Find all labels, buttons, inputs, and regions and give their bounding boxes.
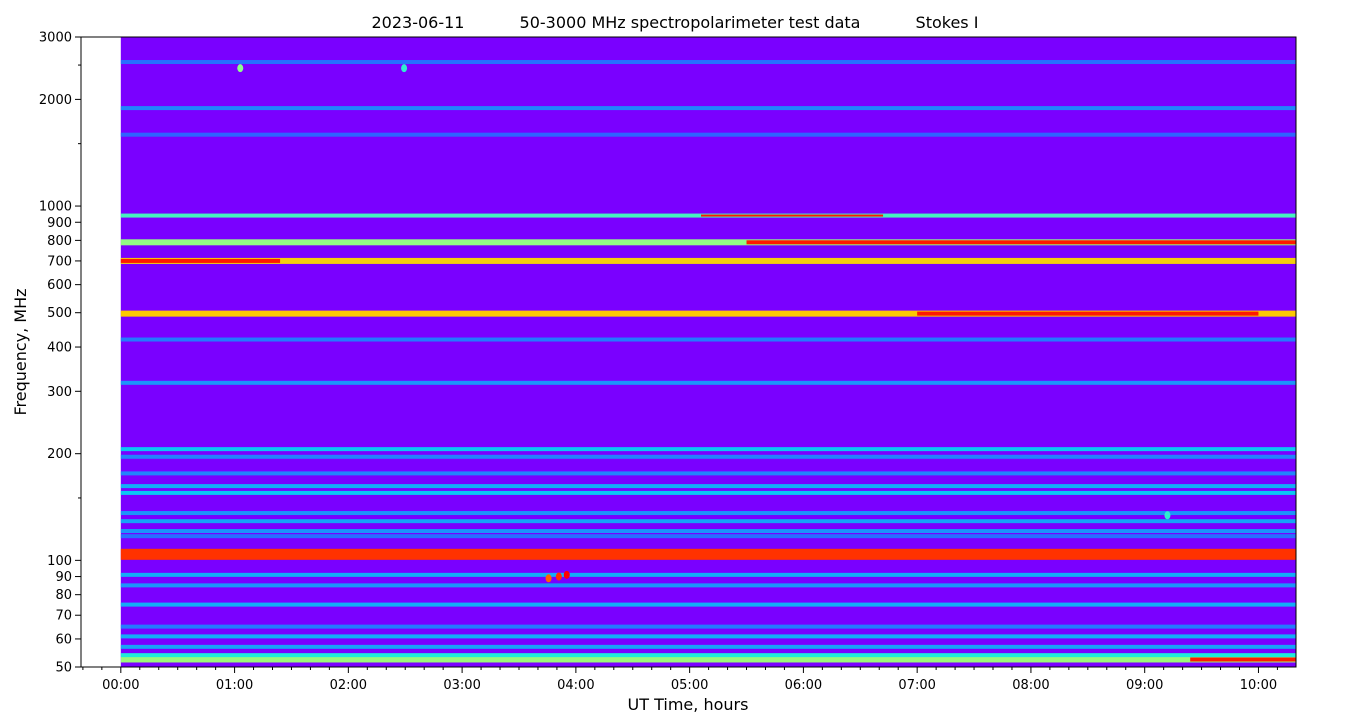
- y-tick-label: 800: [47, 234, 72, 249]
- y-tick-label: 50: [55, 661, 72, 676]
- frequency-band: [120, 447, 1296, 452]
- y-tick-label: 200: [47, 447, 72, 462]
- frequency-band: [120, 257, 1296, 264]
- frequency-band: [120, 60, 1296, 65]
- x-tick-label: 05:00: [671, 678, 708, 693]
- frequency-band: [120, 471, 1296, 476]
- burst-point: [401, 64, 408, 73]
- x-tick-label: 10:00: [1240, 678, 1277, 693]
- y-tick-label: 70: [55, 609, 72, 624]
- x-tick-label: 01:00: [216, 678, 253, 693]
- band-hot-segment: [701, 214, 884, 217]
- frequency-band: [120, 132, 1296, 137]
- frequency-band: [120, 484, 1296, 489]
- x-tick-label: 08:00: [1012, 678, 1049, 693]
- frequency-band: [120, 634, 1296, 639]
- burst-point: [545, 574, 552, 583]
- frequency-band: [120, 239, 1296, 246]
- y-tick-label: 300: [47, 385, 72, 400]
- x-axis: 00:00 01:00 02:00 03:00 04:00 05:00 06:00 07:00…: [82, 667, 1278, 693]
- x-tick-label: 09:00: [1126, 678, 1163, 693]
- plot-frame: [80, 36, 1297, 668]
- frequency-band: [120, 656, 1296, 663]
- frequency-band: [120, 602, 1296, 607]
- frequency-band: [120, 490, 1296, 495]
- x-tick-label: 00:00: [102, 678, 139, 693]
- y-tick-label: 600: [47, 278, 72, 293]
- x-tick-label: 07:00: [898, 678, 935, 693]
- chart-title-stokes: Stokes I: [916, 13, 979, 32]
- band-hot-segment: [917, 311, 1259, 316]
- y-tick-label: 500: [47, 306, 72, 321]
- x-axis-label: UT Time, hours: [628, 695, 749, 714]
- x-tick-label: 02:00: [330, 678, 367, 693]
- frequency-band: [120, 454, 1296, 459]
- chart-title-date: 2023-06-11: [372, 13, 465, 32]
- chart-title-description: 50-3000 MHz spectropolarimeter test data: [520, 13, 861, 32]
- frequency-band: [120, 653, 1296, 658]
- frequency-band: [120, 534, 1296, 539]
- burst-point: [1164, 511, 1171, 520]
- frequency-band: [120, 572, 1296, 577]
- frequency-band: [120, 380, 1296, 385]
- heatmap: [120, 37, 1296, 667]
- y-tick-label: 700: [47, 254, 72, 269]
- y-tick-label: 100: [47, 554, 72, 569]
- burst-point: [555, 572, 562, 581]
- frequency-band: [120, 337, 1296, 342]
- plot-area: [80, 36, 1297, 668]
- frequency-band: [120, 519, 1296, 524]
- burst-point: [563, 570, 570, 579]
- x-tick-label: 03:00: [443, 678, 480, 693]
- frequency-band: [120, 548, 1296, 560]
- x-tick-label: 04:00: [557, 678, 594, 693]
- y-tick-label: 2000: [39, 93, 72, 108]
- heatmap-background: [120, 37, 1296, 667]
- burst-point: [237, 64, 244, 73]
- x-tick-label: 06:00: [785, 678, 822, 693]
- y-tick-label: 900: [47, 216, 72, 231]
- y-tick-label: 1000: [39, 200, 72, 215]
- band-hot-segment: [1190, 657, 1296, 662]
- y-tick-label: 400: [47, 341, 72, 356]
- y-tick-label: 3000: [39, 31, 72, 46]
- frequency-band: [120, 310, 1296, 317]
- frequency-band: [120, 583, 1296, 588]
- band-hot-segment: [120, 258, 281, 263]
- frequency-band: [120, 529, 1296, 534]
- y-tick-label: 90: [55, 570, 72, 585]
- frequency-band: [120, 511, 1296, 516]
- frequency-band: [120, 624, 1296, 629]
- y-tick-label: 60: [55, 632, 72, 647]
- y-axis-label: Frequency, MHz: [11, 288, 30, 415]
- frequency-band: [120, 644, 1296, 649]
- band-hot-segment: [746, 240, 1296, 245]
- y-tick-label: 80: [55, 588, 72, 603]
- frequency-band: [120, 106, 1296, 111]
